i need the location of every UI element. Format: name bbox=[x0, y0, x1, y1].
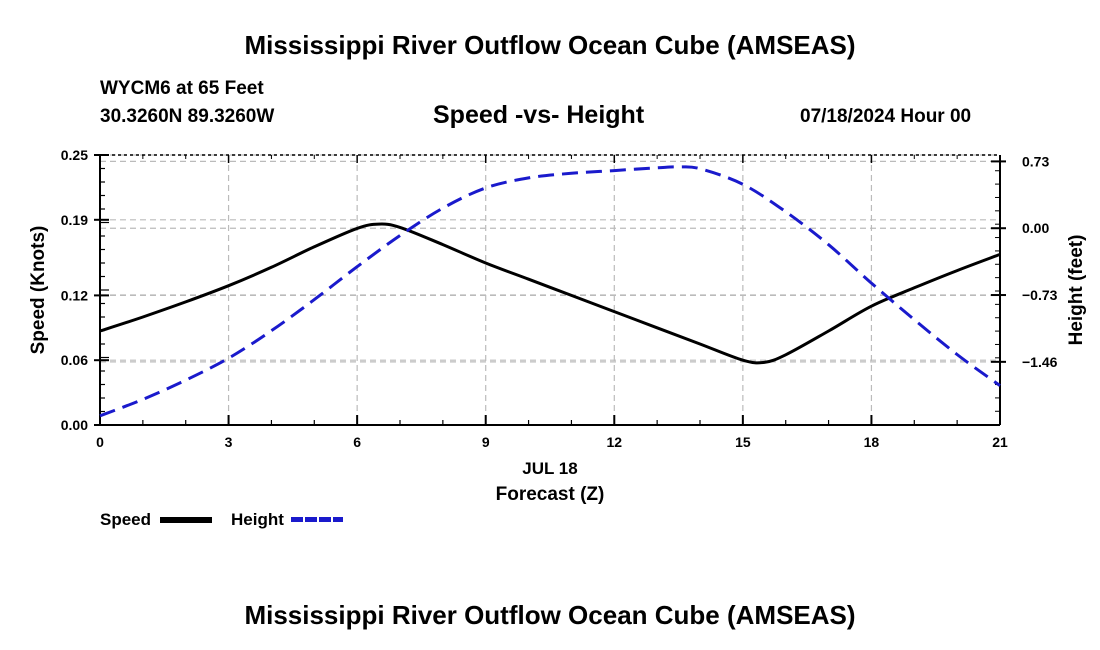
x-tick-label: 21 bbox=[992, 434, 1008, 450]
y-left-tick-label: 0.06 bbox=[61, 352, 88, 368]
x-tick-label: 3 bbox=[225, 434, 233, 450]
grid-lines bbox=[100, 154, 1000, 425]
x-axis-date-label: JUL 18 bbox=[522, 459, 577, 478]
location-label: 30.3260N 89.3260W bbox=[100, 106, 275, 127]
speed-series-line bbox=[99, 222, 1001, 365]
x-tick-label: 12 bbox=[606, 434, 622, 450]
x-tick-label: 15 bbox=[735, 434, 751, 450]
axes bbox=[94, 154, 1006, 426]
y-left-tick-label: 0.25 bbox=[61, 147, 88, 163]
y-left-tick-label: 0.12 bbox=[61, 287, 88, 303]
series-layer bbox=[99, 165, 1001, 418]
x-tick-label: 18 bbox=[864, 434, 880, 450]
legend-height-swatch bbox=[291, 517, 343, 522]
y-right-tick-label: 0.73 bbox=[1022, 153, 1049, 169]
legend-speed-swatch bbox=[160, 517, 212, 523]
y-right-tick-label: −0.73 bbox=[1022, 287, 1058, 303]
footer-title: Mississippi River Outflow Ocean Cube (AM… bbox=[244, 600, 856, 630]
tick-labels: 0 3 6 9 12 15 18 21 0.00 0.06 0.12 0.19 0.25 0.73 0.00… bbox=[61, 147, 1058, 450]
x-tick-label: 0 bbox=[96, 434, 104, 450]
y-left-tick-label: 0.19 bbox=[61, 212, 88, 228]
x-tick-label: 9 bbox=[482, 434, 490, 450]
datetime-label: 07/18/2024 Hour 00 bbox=[800, 106, 972, 127]
height-series-line bbox=[99, 165, 1001, 418]
y-axis-right-title: Height (feet) bbox=[1066, 235, 1087, 346]
legend-speed-label: Speed bbox=[100, 510, 152, 529]
y-right-tick-label: −1.46 bbox=[1022, 354, 1058, 370]
y-left-tick-label: 0.00 bbox=[61, 417, 88, 433]
chart-subtitle: Speed -vs- Height bbox=[433, 101, 645, 129]
y-right-tick-label: 0.00 bbox=[1022, 220, 1049, 236]
legend-height-label: Height bbox=[231, 510, 284, 529]
x-tick-label: 6 bbox=[353, 434, 361, 450]
y-axis-left-title: Speed (Knots) bbox=[28, 226, 49, 355]
station-label: WYCM6 at 65 Feet bbox=[100, 78, 264, 99]
x-axis-title: Forecast (Z) bbox=[496, 484, 605, 505]
chart-title: Mississippi River Outflow Ocean Cube (AM… bbox=[244, 30, 856, 60]
